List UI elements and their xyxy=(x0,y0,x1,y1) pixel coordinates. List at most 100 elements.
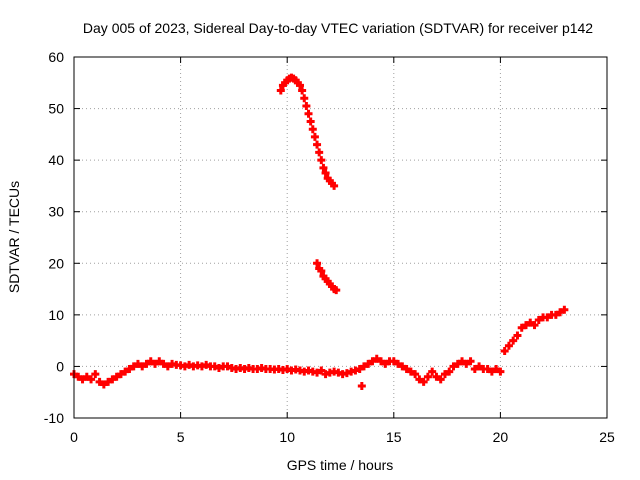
x-axis-label: GPS time / hours xyxy=(287,457,394,473)
data-point xyxy=(415,375,424,384)
x-tick-label: 25 xyxy=(599,429,615,445)
data-point xyxy=(159,359,168,368)
data-point xyxy=(377,357,386,366)
data-point xyxy=(332,286,341,295)
data-point xyxy=(313,368,322,377)
data-point xyxy=(359,362,368,371)
data-point xyxy=(99,380,108,389)
data-point xyxy=(163,362,172,371)
data-point xyxy=(509,336,518,345)
data-point xyxy=(355,365,364,374)
data-point xyxy=(321,169,330,178)
y-tick-label: 50 xyxy=(48,101,64,117)
data-point xyxy=(428,367,437,376)
data-point xyxy=(317,156,326,165)
data-point xyxy=(151,359,160,368)
data-point xyxy=(357,382,366,391)
data-point xyxy=(342,369,351,378)
y-tick-label: 30 xyxy=(48,204,64,220)
data-point xyxy=(351,366,360,375)
data-point xyxy=(74,372,83,381)
data-point xyxy=(315,148,324,157)
y-tick-label: 20 xyxy=(48,255,64,271)
data-point xyxy=(138,362,147,371)
data-point xyxy=(283,365,292,374)
data-point xyxy=(116,370,125,379)
x-tick-label: 15 xyxy=(386,429,402,445)
plot-frame xyxy=(73,56,608,419)
data-point xyxy=(381,359,390,368)
data-point xyxy=(556,308,565,317)
data-point xyxy=(521,321,530,330)
data-point xyxy=(330,181,339,190)
data-point xyxy=(78,375,87,384)
data-point xyxy=(155,357,164,366)
data-point xyxy=(364,359,373,368)
data-point xyxy=(313,259,322,268)
data-point xyxy=(394,359,403,368)
data-point xyxy=(492,365,501,374)
data-point xyxy=(95,377,104,386)
data-point xyxy=(500,346,509,355)
data-point xyxy=(462,359,471,368)
data-point xyxy=(223,362,232,371)
data-point xyxy=(308,125,317,134)
data-point xyxy=(334,368,343,377)
data-point xyxy=(210,362,219,371)
data-point xyxy=(526,318,535,327)
data-point xyxy=(104,377,113,386)
y-tick-label: 40 xyxy=(48,152,64,168)
data-point xyxy=(411,370,420,379)
data-point xyxy=(517,323,526,332)
data-point xyxy=(185,360,194,369)
data-point xyxy=(197,362,206,371)
data-point xyxy=(543,313,552,322)
data-point xyxy=(310,132,319,141)
data-point xyxy=(146,357,155,366)
data-point xyxy=(449,362,458,371)
data-point xyxy=(298,86,307,95)
chart-title: Day 005 of 2023, Sidereal Day-to-day VTE… xyxy=(83,20,593,36)
data-point xyxy=(321,370,330,379)
data-point xyxy=(372,354,381,363)
data-point xyxy=(133,359,142,368)
data-point xyxy=(453,359,462,368)
x-tick-label: 20 xyxy=(493,429,509,445)
data-point xyxy=(513,331,522,340)
data-point xyxy=(406,367,415,376)
data-point xyxy=(504,341,513,350)
data-point xyxy=(445,367,454,376)
data-point xyxy=(300,94,309,103)
data-point xyxy=(129,362,138,371)
data-point xyxy=(496,367,505,376)
data-point xyxy=(534,316,543,325)
data-point xyxy=(142,359,151,368)
y-tick-label: 0 xyxy=(56,358,64,374)
data-point xyxy=(483,365,492,374)
data-point xyxy=(470,365,479,374)
data-points xyxy=(70,73,569,391)
data-point xyxy=(436,375,445,384)
data-point xyxy=(121,367,130,376)
data-point xyxy=(108,375,117,384)
data-point xyxy=(82,372,91,381)
data-point xyxy=(276,86,285,95)
data-point xyxy=(402,365,411,374)
x-tick-label: 10 xyxy=(279,429,295,445)
y-axis-label: SDTVAR / TECUs xyxy=(6,181,22,293)
data-point xyxy=(466,357,475,366)
data-point xyxy=(313,140,322,149)
data-point xyxy=(202,360,211,369)
data-point xyxy=(458,357,467,366)
x-tick-label: 5 xyxy=(177,429,185,445)
data-point xyxy=(91,370,100,379)
data-point xyxy=(423,372,432,381)
y-tick-label: -10 xyxy=(44,410,64,426)
data-point xyxy=(295,81,304,90)
data-point xyxy=(317,267,326,276)
data-point xyxy=(306,117,315,126)
y-tick-label: 60 xyxy=(48,49,64,65)
data-point xyxy=(304,109,313,118)
data-point xyxy=(475,362,484,371)
